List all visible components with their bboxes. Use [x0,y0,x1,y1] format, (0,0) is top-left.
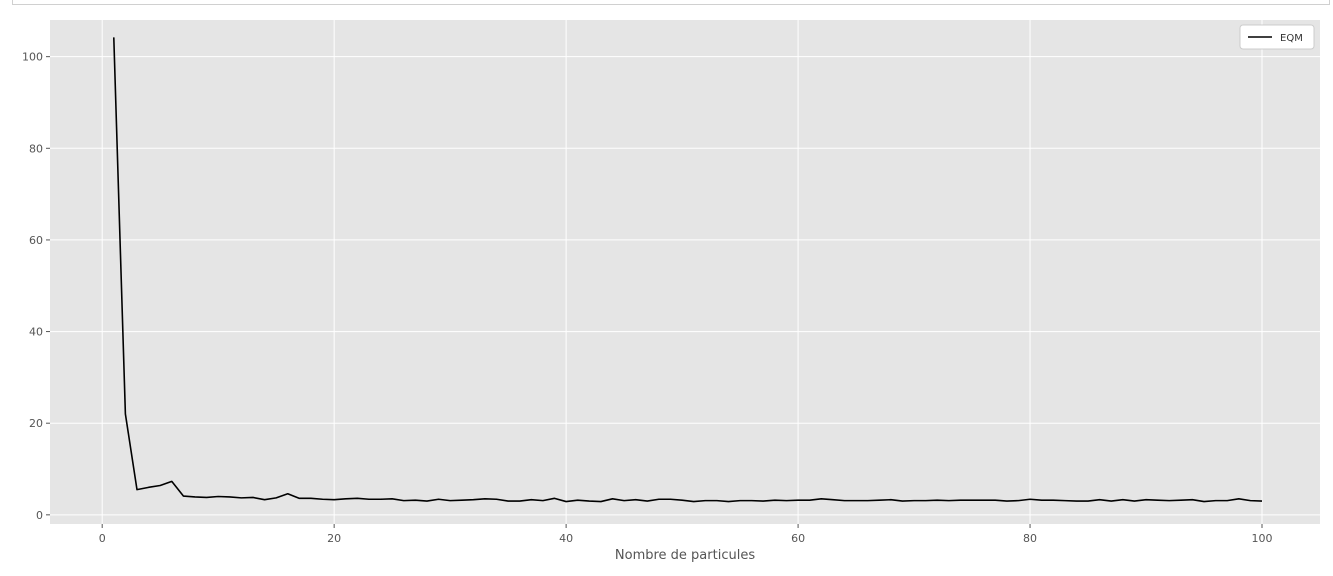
y-tick-label: 0 [36,509,43,522]
x-tick-label: 20 [327,532,341,545]
y-tick-label: 40 [29,326,43,339]
x-tick-label: 60 [791,532,805,545]
x-tick-label: 40 [559,532,573,545]
x-axis-label: Nombre de particules [615,548,755,563]
legend-box [1239,24,1315,50]
plot-background [50,20,1320,524]
x-tick-label: 80 [1023,532,1037,545]
previous-panel-edge [12,0,1330,5]
series-group [112,37,1263,503]
y-tick-label: 20 [29,417,43,430]
y-tick-label: 80 [29,142,43,155]
grid-lines [50,20,1320,524]
y-tick-label: 100 [22,51,43,64]
legend: EQM [1239,24,1315,50]
legend-label-eqm: EQM [1280,33,1303,44]
x-tick-label: 0 [99,532,106,545]
x-tick-label: 100 [1252,532,1273,545]
x-axis-ticks: 0 20 40 60 80 100 [99,524,1273,545]
y-tick-label: 60 [29,234,43,247]
y-axis-ticks: 0 20 40 60 80 100 [22,51,50,522]
series-line-eqm [112,37,1263,503]
